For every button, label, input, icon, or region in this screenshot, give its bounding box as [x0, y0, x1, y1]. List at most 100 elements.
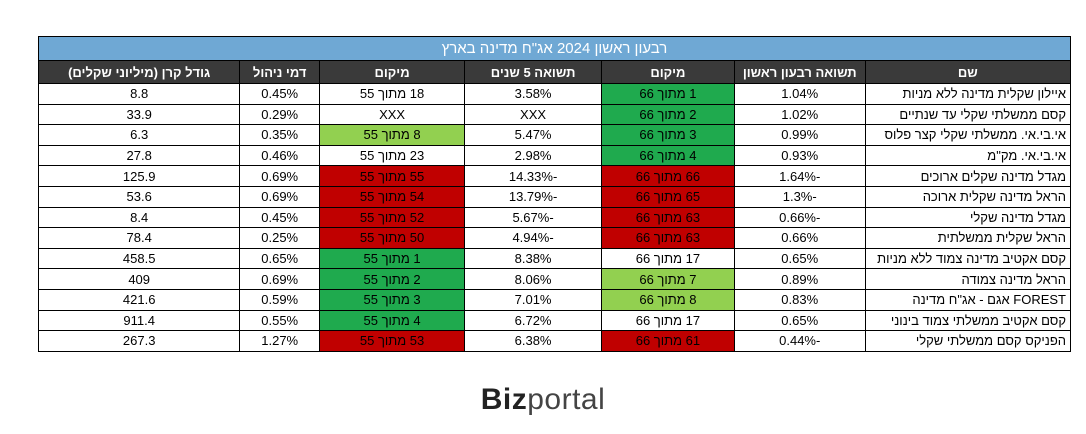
- fee-cell: 0.69%: [239, 185, 321, 208]
- 5y-rank-cell: XXX: [319, 103, 466, 126]
- fee-cell: 1.27%: [239, 330, 321, 352]
- col-header-q1-rank: מיקום: [601, 60, 735, 84]
- table-row: קסם אקטיב מדינה צמוד ללא מניות 0.65% 17 מת…: [37, 247, 1072, 270]
- fund-size-cell: 8.4: [37, 206, 241, 229]
- fund-size-cell: 458.5: [37, 247, 241, 270]
- 5y-rank-cell: 18 מתוך 55: [319, 83, 466, 105]
- fee-cell: 0.25%: [239, 227, 321, 249]
- 5y-rank-cell: 8 מתוך 55: [319, 124, 466, 146]
- 5y-rank-cell: 1 מתוך 55: [319, 247, 466, 270]
- col-header-fee: דמי ניהול: [239, 60, 321, 84]
- col-header-name: שם: [864, 60, 1072, 84]
- table-row: הפניקס קסם ממשלתי שקלי -0.44% 61 מתוך 66 6.…: [37, 330, 1072, 352]
- q1-rank-cell: 1 מתוך 66: [601, 83, 735, 105]
- fee-cell: 0.35%: [239, 124, 321, 146]
- fee-cell: 0.45%: [239, 206, 321, 229]
- 5y-rank-cell: 54 מתוך 55: [319, 185, 466, 208]
- fee-cell: 0.69%: [239, 268, 321, 290]
- fee-cell: 0.45%: [239, 83, 321, 105]
- fund-name-cell: הראל מדינה שקלית ארוכה: [864, 185, 1072, 208]
- 5y-return-cell: -5.67%: [464, 206, 603, 229]
- 5y-return-cell: 8.38%: [464, 247, 603, 270]
- q1-return-cell: -0.44%: [733, 330, 866, 352]
- col-header-fund-size: גודל קרן (מיליוני שקלים): [37, 60, 241, 84]
- fund-size-cell: 421.6: [37, 288, 241, 311]
- fund-size-cell: 911.4: [37, 309, 241, 332]
- table-row: אי.בי.אי. ממשלתי שקלי קצר פלוס 0.99% 3 מתו…: [37, 124, 1072, 146]
- q1-return-cell: -0.66%: [733, 206, 866, 229]
- q1-rank-cell: 63 מתוך 66: [601, 206, 735, 229]
- fund-name-cell: אי.בי.אי. מק"מ: [864, 144, 1072, 167]
- table-row: הראל מדינה צמודה 0.89% 7 מתוך 66 8.06% 2 מתו…: [37, 268, 1072, 290]
- fund-name-cell: קסם אקטיב ממשלתי צמוד בינוני: [864, 309, 1072, 332]
- fund-name-cell: הפניקס קסם ממשלתי שקלי: [864, 330, 1072, 352]
- header-row: שם תשואה רבעון ראשון מיקום תשואה 5 שנים …: [37, 60, 1072, 84]
- logo-bold-text: Biz: [480, 383, 528, 416]
- q1-return-cell: -1.3%: [733, 185, 866, 208]
- 5y-return-cell: -13.79%: [464, 185, 603, 208]
- table-row: אי.בי.אי. מק"מ 0.93% 4 מתוך 66 2.98% 23 מתוך…: [37, 144, 1072, 167]
- q1-rank-cell: 61 מתוך 66: [601, 330, 735, 352]
- fund-size-cell: 6.3: [37, 124, 241, 146]
- q1-return-cell: 0.65%: [733, 247, 866, 270]
- fund-name-cell: קסם ממשלתי שקלי עד שנתיים: [864, 103, 1072, 126]
- fund-size-cell: 409: [37, 268, 241, 290]
- 5y-return-cell: 7.01%: [464, 288, 603, 311]
- fee-cell: 0.46%: [239, 144, 321, 167]
- q1-rank-cell: 8 מתוך 66: [601, 288, 735, 311]
- 5y-return-cell: 3.58%: [464, 83, 603, 105]
- fund-name-cell: אי.בי.אי. ממשלתי שקלי קצר פלוס: [864, 124, 1072, 146]
- q1-return-cell: 1.04%: [733, 83, 866, 105]
- table-row: קסם אקטיב ממשלתי צמוד בינוני 0.65% 17 מתוך…: [37, 309, 1072, 332]
- table-row: הראל מדינה שקלית ארוכה -1.3% 65 מתוך 66 -13…: [37, 185, 1072, 208]
- 5y-return-cell: 2.98%: [464, 144, 603, 167]
- 5y-rank-cell: 23 מתוך 55: [319, 144, 466, 167]
- q1-rank-cell: 65 מתוך 66: [601, 185, 735, 208]
- fund-name-cell: מגדל מדינה שקלי: [864, 206, 1072, 229]
- fund-name-cell: הראל מדינה צמודה: [864, 268, 1072, 290]
- fund-name-cell: הראל שקלית ממשלתית: [864, 227, 1072, 249]
- table-row: FOREST אגם - אג"ח מדינה 0.83% 8 מתוך 66 7.0…: [37, 288, 1072, 311]
- 5y-rank-cell: 3 מתוך 55: [319, 288, 466, 311]
- q1-return-cell: 0.89%: [733, 268, 866, 290]
- fund-size-cell: 53.6: [37, 185, 241, 208]
- table-row: מגדל מדינה שקלים ארוכים -1.64% 66 מתוך 66-…: [37, 165, 1072, 187]
- q1-rank-cell: 63 מתוך 66: [601, 227, 735, 249]
- fund-size-cell: 27.8: [37, 144, 241, 167]
- q1-return-cell: 0.66%: [733, 227, 866, 249]
- q1-return-cell: -1.64%: [733, 165, 866, 187]
- fund-name-cell: איילון שקלית מדינה ללא מניות: [864, 83, 1072, 105]
- bizportal-logo: Bizportal: [0, 383, 1086, 417]
- fund-size-cell: 33.9: [37, 103, 241, 126]
- col-header-5y-return: תשואה 5 שנים: [464, 60, 603, 84]
- q1-return-cell: 0.65%: [733, 309, 866, 332]
- table-row: קסם ממשלתי שקלי עד שנתיים 1.02% 2 מתוך 66 X…: [37, 103, 1072, 126]
- table-title: רבעון ראשון 2024 אג"ח מדינה בארץ: [38, 36, 1071, 60]
- 5y-rank-cell: 52 מתוך 55: [319, 206, 466, 229]
- table-row: איילון שקלית מדינה ללא מניות 1.04% 1 מתוך …: [37, 83, 1072, 105]
- fee-cell: 0.29%: [239, 103, 321, 126]
- 5y-rank-cell: 50 מתוך 55: [319, 227, 466, 249]
- 5y-rank-cell: 2 מתוך 55: [319, 268, 466, 290]
- fee-cell: 0.59%: [239, 288, 321, 311]
- 5y-rank-cell: 4 מתוך 55: [319, 309, 466, 332]
- 5y-return-cell: -14.33%: [464, 165, 603, 187]
- fund-table-panel: רבעון ראשון 2024 אג"ח מדינה בארץ שם תשוא…: [37, 36, 1072, 352]
- 5y-return-cell: -4.94%: [464, 227, 603, 249]
- fund-size-cell: 8.8: [37, 83, 241, 105]
- col-header-5y-rank: מיקום: [319, 60, 466, 84]
- q1-rank-cell: 2 מתוך 66: [601, 103, 735, 126]
- q1-rank-cell: 3 מתוך 66: [601, 124, 735, 146]
- q1-return-cell: 0.99%: [733, 124, 866, 146]
- q1-rank-cell: 17 מתוך 66: [601, 247, 735, 270]
- 5y-return-cell: XXX: [464, 103, 603, 126]
- 5y-return-cell: 8.06%: [464, 268, 603, 290]
- fee-cell: 0.55%: [239, 309, 321, 332]
- q1-rank-cell: 7 מתוך 66: [601, 268, 735, 290]
- col-header-q1-return: תשואה רבעון ראשון: [733, 60, 866, 84]
- q1-return-cell: 1.02%: [733, 103, 866, 126]
- table-row: מגדל מדינה שקלי -0.66% 63 מתוך 66 -5.67% 52 …: [37, 206, 1072, 229]
- fund-size-cell: 78.4: [37, 227, 241, 249]
- 5y-return-cell: 6.72%: [464, 309, 603, 332]
- fund-size-cell: 125.9: [37, 165, 241, 187]
